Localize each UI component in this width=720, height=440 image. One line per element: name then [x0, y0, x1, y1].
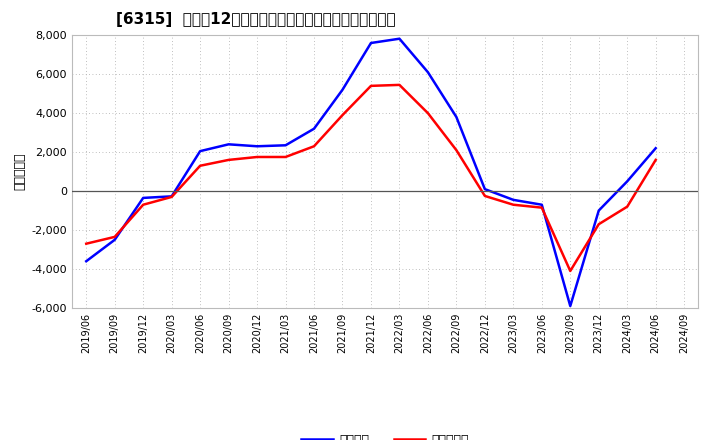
経常利益 — [196, 148, 204, 154]
Line: 当期累利益: 当期累利益 — [86, 85, 656, 271]
当期累利益 — [652, 157, 660, 162]
当期累利益 — [366, 83, 375, 88]
当期累利益 — [338, 113, 347, 118]
経常利益 — [652, 146, 660, 151]
当期累利益 — [82, 241, 91, 246]
経常利益 — [310, 126, 318, 132]
当期累利益 — [282, 154, 290, 160]
当期累利益 — [537, 205, 546, 210]
経常利益 — [566, 304, 575, 309]
当期累利益 — [595, 222, 603, 227]
経常利益 — [452, 114, 461, 120]
当期累利益 — [452, 147, 461, 153]
Line: 経常利益: 経常利益 — [86, 39, 656, 306]
経常利益 — [110, 237, 119, 242]
経常利益 — [509, 197, 518, 202]
当期累利益 — [509, 202, 518, 207]
経常利益 — [167, 194, 176, 199]
経常利益 — [595, 208, 603, 213]
当期累利益 — [139, 202, 148, 207]
Y-axis label: （百万円）: （百万円） — [13, 153, 26, 191]
経常利益 — [623, 179, 631, 184]
経常利益 — [366, 40, 375, 46]
当期累利益 — [225, 157, 233, 162]
当期累利益 — [253, 154, 261, 160]
経常利益 — [82, 259, 91, 264]
経常利益 — [480, 187, 489, 192]
当期累利益 — [196, 163, 204, 169]
経常利益 — [139, 195, 148, 201]
Text: [6315]  利益だ12か月移動合計の対前年同期増減額の推移: [6315] 利益だ12か月移動合計の対前年同期増減額の推移 — [116, 12, 395, 27]
経常利益 — [253, 143, 261, 149]
経常利益 — [282, 143, 290, 148]
経常利益 — [338, 87, 347, 92]
経常利益 — [395, 36, 404, 41]
当期累利益 — [623, 204, 631, 209]
当期累利益 — [423, 110, 432, 116]
経常利益 — [225, 142, 233, 147]
当期累利益 — [395, 82, 404, 88]
当期累利益 — [110, 234, 119, 239]
経常利益 — [423, 70, 432, 75]
Legend: 経常利益, 当期累利益: 経常利益, 当期累利益 — [297, 429, 474, 440]
当期累利益 — [480, 193, 489, 198]
当期累利益 — [167, 194, 176, 200]
経常利益 — [537, 202, 546, 207]
当期累利益 — [310, 143, 318, 149]
当期累利益 — [566, 268, 575, 274]
